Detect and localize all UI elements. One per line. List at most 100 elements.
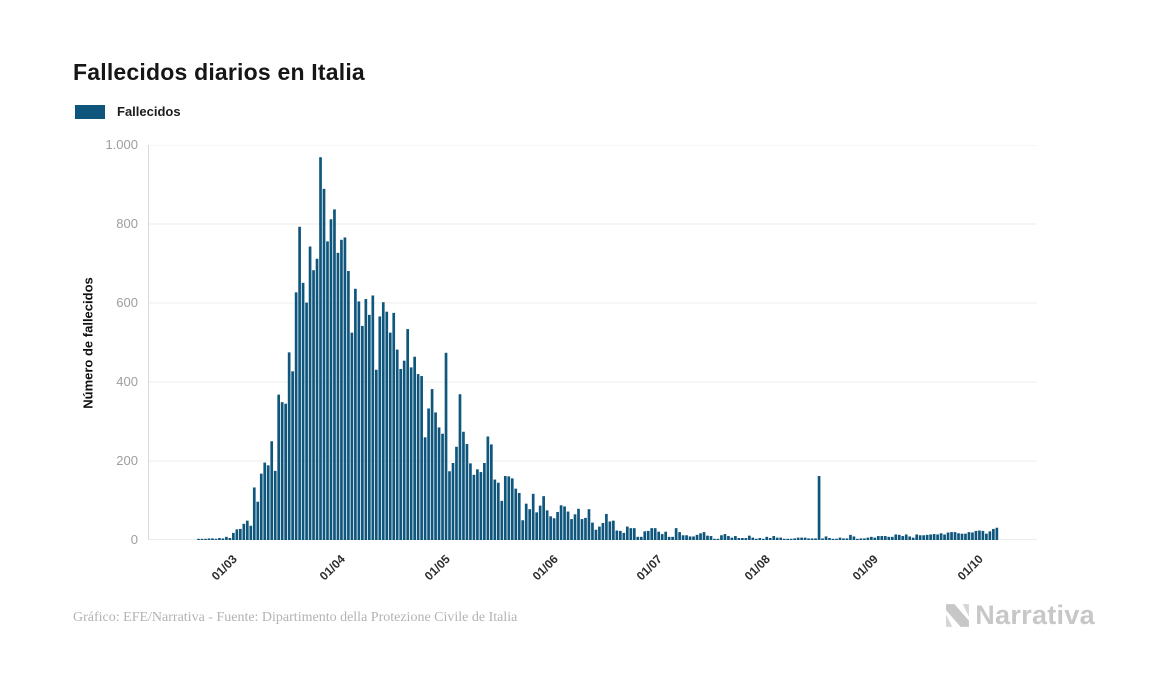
bar[interactable]	[782, 538, 786, 540]
bar[interactable]	[577, 508, 580, 540]
bar[interactable]	[643, 531, 647, 540]
bar[interactable]	[716, 538, 720, 540]
bar[interactable]	[608, 521, 612, 540]
bar[interactable]	[744, 538, 748, 540]
bar[interactable]	[612, 520, 615, 540]
bar[interactable]	[514, 488, 518, 540]
bar[interactable]	[929, 534, 932, 540]
bar[interactable]	[367, 314, 371, 540]
bar[interactable]	[200, 538, 204, 540]
bar[interactable]	[256, 501, 260, 540]
bar[interactable]	[904, 534, 908, 540]
bar[interactable]	[831, 538, 835, 540]
bar[interactable]	[605, 513, 608, 540]
bar[interactable]	[897, 534, 901, 540]
bar[interactable]	[517, 492, 521, 540]
bar[interactable]	[507, 476, 511, 540]
bar[interactable]	[835, 538, 838, 540]
bar[interactable]	[531, 493, 535, 540]
bar[interactable]	[465, 444, 469, 540]
bar[interactable]	[552, 518, 556, 540]
bar[interactable]	[245, 520, 249, 540]
bar[interactable]	[259, 473, 263, 540]
bar[interactable]	[685, 535, 688, 540]
bar[interactable]	[978, 530, 981, 540]
bar[interactable]	[629, 528, 633, 540]
bar[interactable]	[894, 534, 898, 540]
bar[interactable]	[207, 538, 211, 540]
bar[interactable]	[793, 538, 796, 540]
legend-item-fallecidos[interactable]: Fallecidos	[75, 104, 181, 119]
bar[interactable]	[343, 237, 347, 540]
bar[interactable]	[660, 534, 664, 540]
bar[interactable]	[741, 538, 744, 540]
bar[interactable]	[842, 538, 845, 540]
bar[interactable]	[291, 371, 294, 540]
bar[interactable]	[692, 536, 695, 540]
bar[interactable]	[312, 270, 315, 540]
bar[interactable]	[580, 519, 584, 540]
bar[interactable]	[887, 536, 891, 540]
bar[interactable]	[845, 538, 849, 540]
bar[interactable]	[252, 487, 256, 540]
bar[interactable]	[444, 352, 448, 540]
bar[interactable]	[584, 517, 587, 540]
bar[interactable]	[953, 532, 957, 540]
bar[interactable]	[988, 531, 992, 540]
bar[interactable]	[228, 538, 232, 540]
bar[interactable]	[901, 536, 905, 540]
bar[interactable]	[402, 360, 406, 540]
bar[interactable]	[277, 394, 281, 540]
bar[interactable]	[350, 332, 354, 540]
bar[interactable]	[266, 465, 270, 540]
bar[interactable]	[964, 533, 967, 540]
bar[interactable]	[761, 538, 765, 540]
bar[interactable]	[625, 526, 629, 540]
bar[interactable]	[974, 530, 978, 540]
bar[interactable]	[828, 538, 831, 540]
bar[interactable]	[880, 536, 884, 540]
bar[interactable]	[573, 514, 577, 540]
bar[interactable]	[730, 537, 734, 540]
bar[interactable]	[399, 368, 403, 540]
bar[interactable]	[406, 329, 410, 540]
bar[interactable]	[521, 520, 525, 540]
bar[interactable]	[420, 376, 423, 540]
bar[interactable]	[789, 538, 793, 540]
bar[interactable]	[566, 511, 570, 540]
bar[interactable]	[688, 536, 692, 540]
bar[interactable]	[866, 537, 870, 540]
bar[interactable]	[946, 532, 950, 540]
bar[interactable]	[747, 535, 751, 540]
bar[interactable]	[538, 505, 542, 540]
bar[interactable]	[939, 533, 943, 540]
bar[interactable]	[932, 534, 936, 540]
bar[interactable]	[211, 538, 214, 540]
bar[interactable]	[294, 292, 298, 540]
bar[interactable]	[803, 537, 807, 540]
bar[interactable]	[315, 258, 319, 540]
bar[interactable]	[775, 537, 779, 540]
bar[interactable]	[639, 536, 643, 540]
bar[interactable]	[434, 412, 437, 540]
bar[interactable]	[960, 533, 964, 540]
bar[interactable]	[674, 528, 678, 540]
bar[interactable]	[510, 478, 514, 540]
bar[interactable]	[723, 534, 727, 540]
bar[interactable]	[416, 374, 420, 540]
bar[interactable]	[326, 241, 329, 540]
bar[interactable]	[985, 533, 988, 540]
bar[interactable]	[284, 403, 288, 540]
bar[interactable]	[859, 538, 863, 540]
bar[interactable]	[409, 367, 413, 540]
bar[interactable]	[911, 537, 915, 540]
bar[interactable]	[336, 252, 340, 540]
bar[interactable]	[943, 534, 946, 540]
bar[interactable]	[371, 295, 375, 540]
bar[interactable]	[594, 529, 598, 540]
bar[interactable]	[559, 505, 563, 540]
bar[interactable]	[870, 536, 873, 540]
bar[interactable]	[218, 538, 221, 540]
bar[interactable]	[354, 288, 357, 540]
bar[interactable]	[925, 534, 929, 540]
